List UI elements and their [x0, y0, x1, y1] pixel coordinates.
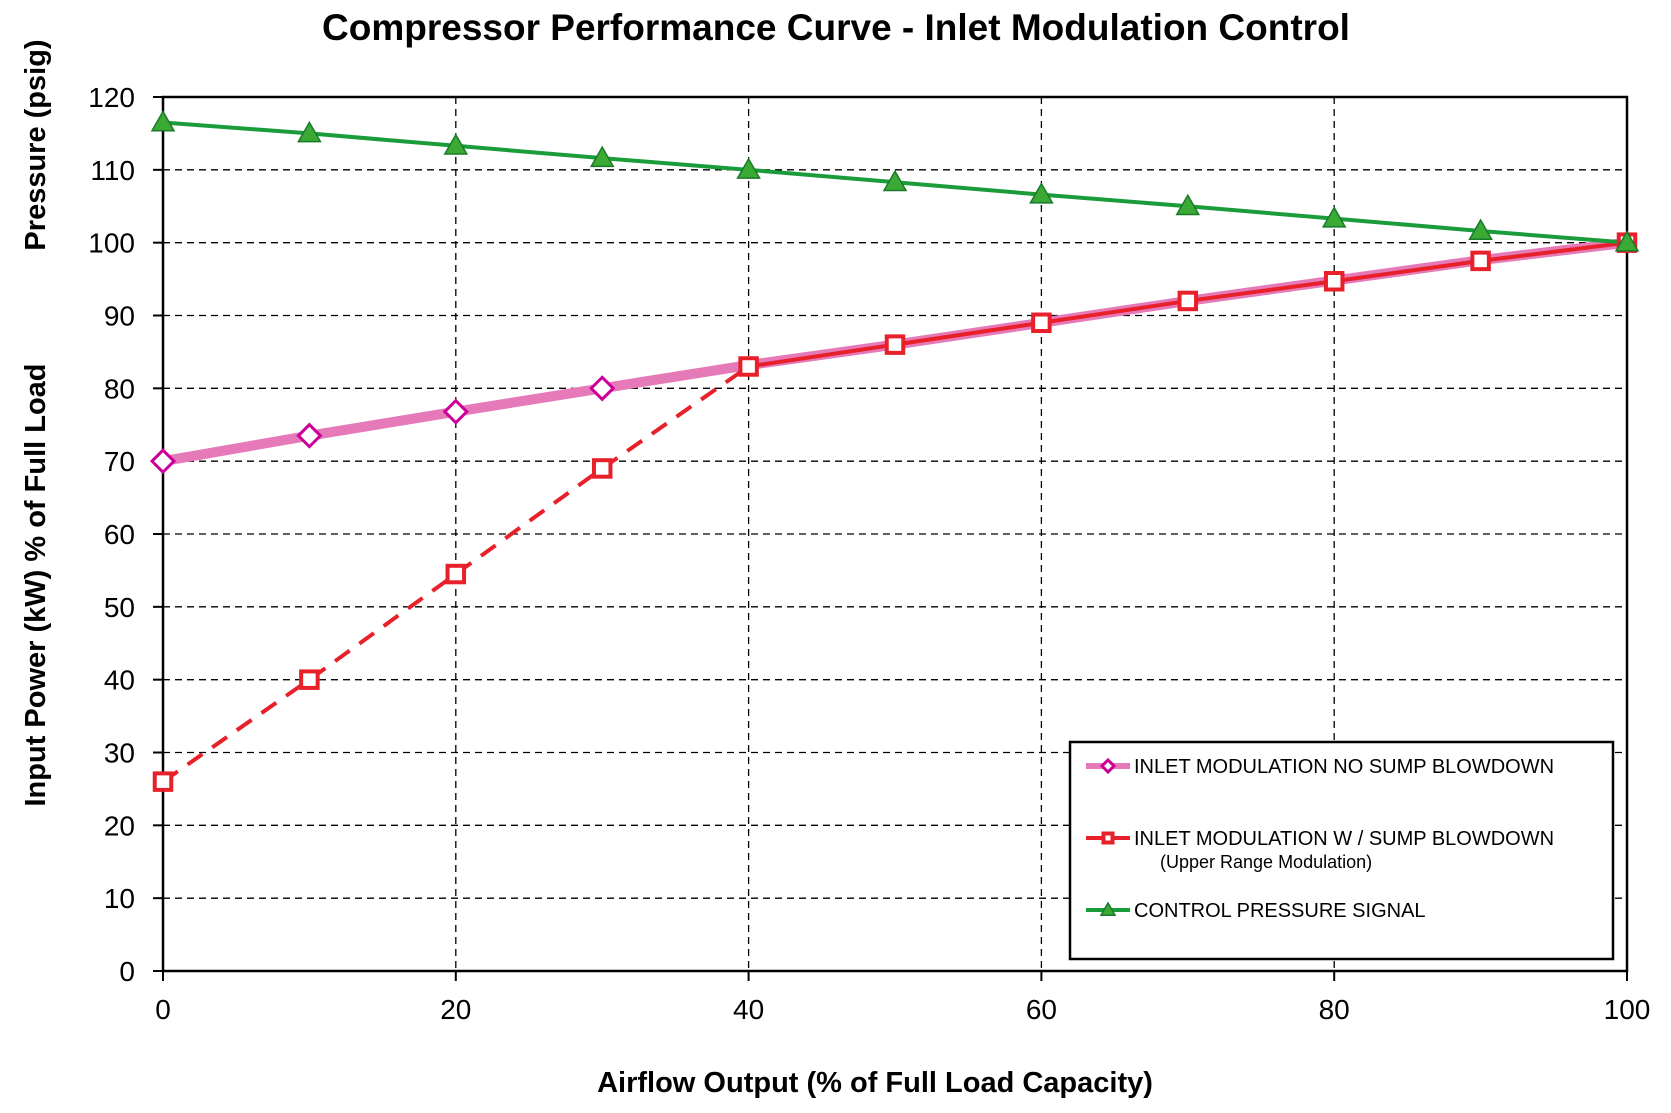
- marker-triangle: [443, 133, 469, 155]
- marker-diamond: [1099, 757, 1117, 775]
- y-tick-label: 110: [90, 155, 135, 186]
- y-tick-label: 60: [104, 519, 135, 550]
- legend: INLET MODULATION NO SUMP BLOWDOWN INLET M…: [1068, 740, 1615, 961]
- legend-box: [1068, 740, 1615, 961]
- marker-square: [591, 458, 613, 479]
- x-tick-label: 60: [1026, 994, 1057, 1025]
- marker-diamond: [442, 398, 469, 425]
- marker-square: [1101, 831, 1115, 845]
- x-tick-label: 40: [733, 994, 764, 1025]
- marker-triangle: [589, 145, 615, 168]
- marker-triangle: [882, 169, 908, 192]
- y-tick-label: 80: [104, 373, 135, 404]
- legend-item-1: INLET MODULATION NO SUMP BLOWDOWN: [1086, 756, 1554, 778]
- y-tick-label: 90: [104, 301, 135, 332]
- y-tick-label: 20: [104, 810, 135, 841]
- grid-layer: [163, 96, 1627, 971]
- marker-square: [1470, 250, 1491, 272]
- marker-triangle: [1321, 206, 1347, 228]
- marker-triangle: [1099, 901, 1117, 916]
- x-tick-label: 100: [1604, 994, 1651, 1025]
- y-axis-label-bottom: Input Power (kW) % of Full Load: [20, 363, 52, 806]
- marker-square: [1177, 290, 1199, 312]
- y-tick-label: 50: [104, 592, 135, 623]
- marker-square: [1031, 312, 1052, 334]
- y-tick-label: 0: [119, 956, 135, 987]
- marker-triangle: [1614, 230, 1640, 252]
- marker-triangle: [150, 109, 176, 132]
- y-tick-label: 70: [104, 446, 135, 477]
- marker-square: [445, 563, 467, 585]
- x-tick-label: 20: [440, 994, 471, 1025]
- series-layer: [149, 109, 1640, 792]
- marker-triangle: [1175, 193, 1201, 216]
- legend-item-3: CONTROL PRESSURE SIGNAL: [1086, 900, 1426, 922]
- marker-diamond: [149, 448, 177, 475]
- y-tick-label: 100: [88, 228, 135, 259]
- y-tick-label: 40: [104, 665, 135, 696]
- x-axis-label: Airflow Output (% of Full Load Capacity): [597, 1067, 1153, 1099]
- marker-square: [299, 669, 320, 690]
- y-tick-label: 10: [104, 883, 135, 914]
- marker-square: [152, 771, 174, 792]
- marker-diamond: [296, 422, 323, 449]
- marker-triangle: [1029, 182, 1054, 204]
- marker-square: [884, 334, 906, 355]
- marker-diamond: [589, 375, 616, 402]
- axes-layer: 0 10 20 30 40 50 60 70 80 90 100 110 120 0 20 40 60 80 100: [88, 82, 1650, 1025]
- legend-label: CONTROL PRESSURE SIGNAL: [1134, 900, 1426, 922]
- legend-sublabel: (Upper Range Modulation): [1160, 852, 1372, 872]
- legend-item-2: INLET MODULATION W / SUMP BLOWDOWN(Upper…: [1086, 828, 1554, 872]
- chart-title: Compressor Performance Curve - Inlet Mod…: [322, 7, 1350, 48]
- x-tick-label: 80: [1319, 994, 1350, 1025]
- y-tick-label: 120: [88, 82, 135, 113]
- legend-label: INLET MODULATION NO SUMP BLOWDOWN: [1134, 756, 1554, 778]
- marker-triangle: [736, 157, 761, 179]
- x-tick-label: 0: [155, 994, 171, 1025]
- marker-triangle: [1468, 218, 1493, 241]
- y-tick-label: 30: [104, 738, 135, 769]
- marker-square: [1323, 271, 1345, 292]
- y-axis-label-top: Pressure (psig): [20, 39, 52, 250]
- marker-triangle: [297, 120, 322, 143]
- legend-label: INLET MODULATION W / SUMP BLOWDOWN: [1134, 828, 1554, 850]
- marker-square: [738, 356, 759, 377]
